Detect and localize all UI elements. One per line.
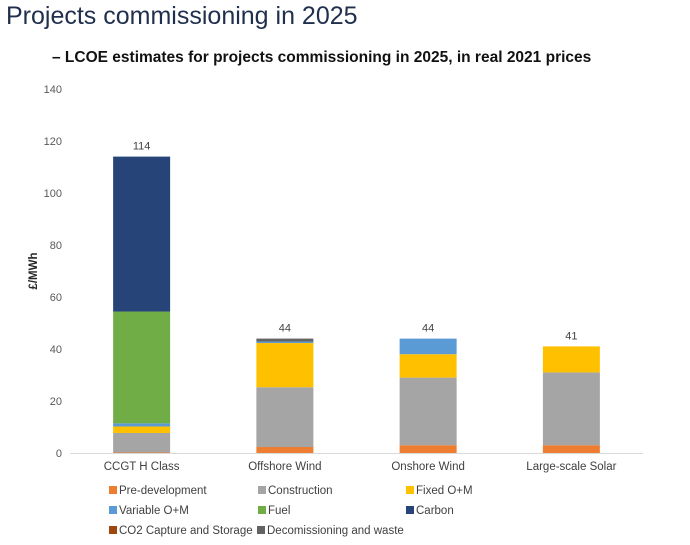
page-title: Projects commissioning in 2025	[6, 2, 358, 30]
bar-segment-pre-development	[256, 447, 314, 453]
legend-swatch-icon	[109, 506, 117, 514]
legend-label: CO2 Capture and Storage	[119, 525, 253, 537]
legend-swatch-icon	[109, 526, 117, 534]
legend-label: Construction	[268, 485, 333, 497]
bar-segment-variable-o-m	[399, 338, 457, 355]
x-axis-categories: CCGT H Class Offshore Wind Onshore Wind Lar…	[104, 461, 617, 473]
x-category-label: Onshore Wind	[391, 461, 465, 473]
bar-segment-construction	[542, 372, 600, 446]
legend-swatch-icon	[258, 506, 266, 514]
bar-segment-variable-o-m	[113, 423, 171, 427]
total-data-label: 114	[133, 141, 151, 153]
legend-item: Variable O+M	[109, 505, 189, 517]
y-tick-label: 20	[50, 396, 62, 408]
y-tick-label: 100	[44, 188, 62, 200]
legend-item: Fuel	[258, 505, 290, 517]
legend-label: Fixed O+M	[416, 485, 473, 497]
x-category-label: Offshore Wind	[248, 461, 321, 473]
legend-label: Decomissioning and waste	[267, 525, 404, 537]
bar-segment-construction	[113, 432, 171, 453]
y-tick-label: 40	[50, 344, 62, 356]
total-data-label: 41	[565, 330, 577, 342]
y-tick-label: 60	[50, 292, 62, 304]
legend-label: Variable O+M	[119, 505, 189, 517]
y-tick-label: 120	[44, 136, 62, 148]
legend-item: Fixed O+M	[406, 485, 473, 497]
legend-swatch-icon	[406, 506, 414, 514]
legend-label: Pre-development	[119, 485, 207, 497]
bar-segment-fuel	[113, 311, 171, 424]
bar-segment-fixed-o-m	[399, 354, 457, 378]
bar-segment-pre-development	[399, 445, 457, 453]
legend-item: Pre-development	[109, 485, 207, 497]
bars	[113, 156, 600, 453]
bar-segment-fixed-o-m	[542, 346, 600, 373]
y-axis-ticks: 0 20 40 60 80 100 120 140	[44, 84, 62, 460]
bar-segment-variable-o-m	[256, 341, 314, 344]
legend-item: Carbon	[406, 505, 454, 517]
legend-label: Carbon	[416, 505, 454, 517]
legend-item: Construction	[258, 485, 333, 497]
legend-swatch-icon	[406, 486, 414, 494]
y-tick-label: 0	[56, 448, 62, 460]
chart-subtitle: – LCOE estimates for projects commission…	[52, 49, 592, 66]
bar-segment-carbon	[113, 156, 171, 312]
y-tick-label: 140	[44, 84, 62, 96]
total-labels: 114 44 44 41	[133, 141, 578, 343]
legend-swatch-icon	[258, 486, 266, 494]
legend-item: CO2 Capture and Storage	[109, 525, 253, 537]
total-data-label: 44	[279, 323, 291, 335]
legend-label: Fuel	[268, 505, 291, 517]
bar-segment-pre-development	[542, 445, 600, 453]
total-data-label: 44	[422, 323, 434, 335]
legend-item: Decomissioning and waste	[257, 525, 404, 537]
bar-segment-decomissioning-and-waste	[256, 338, 314, 342]
x-category-label: Large-scale Solar	[526, 461, 616, 473]
bar-segment-fixed-o-m	[113, 426, 171, 433]
bar-segment-construction	[399, 377, 457, 446]
bar-segment-fixed-o-m	[256, 343, 314, 388]
y-axis-label: £/MWh	[28, 252, 40, 289]
legend-swatch-icon	[109, 486, 117, 494]
x-category-label: CCGT H Class	[104, 461, 180, 473]
bar-segment-construction	[256, 387, 314, 448]
legend-swatch-icon	[257, 526, 265, 534]
bar-segment-pre-development	[113, 452, 171, 453]
y-tick-label: 80	[50, 240, 62, 252]
